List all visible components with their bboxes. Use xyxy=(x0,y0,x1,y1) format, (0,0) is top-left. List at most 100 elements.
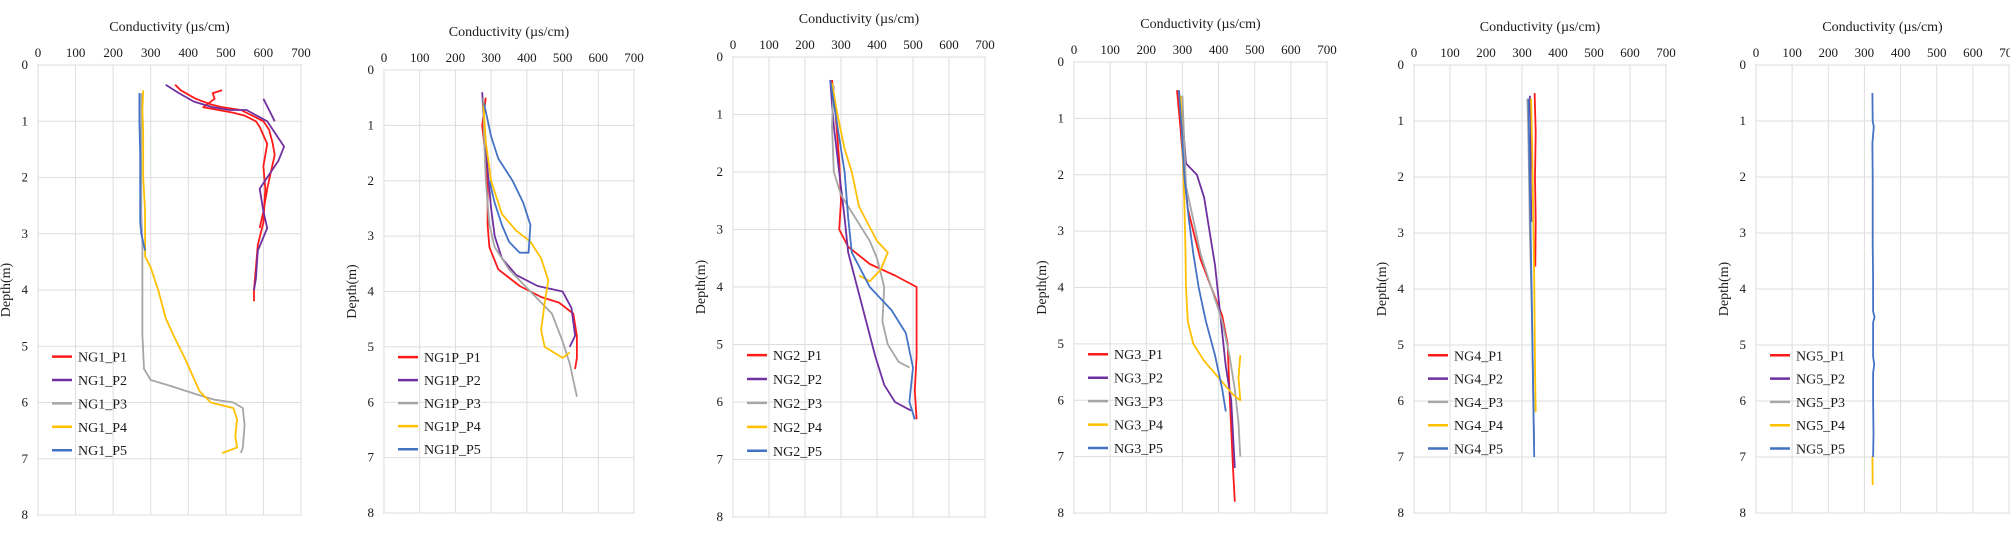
x-tick-label: 700 xyxy=(1656,45,1676,60)
y-tick-label: 1 xyxy=(1398,113,1405,128)
chart-panel-6: 0100200300400500600700012345678Conductiv… xyxy=(1717,20,2010,520)
x-tick-label: 400 xyxy=(517,50,537,65)
legend-label: NG1_P1 xyxy=(78,351,127,366)
y-tick-label: 4 xyxy=(22,282,29,297)
y-tick-label: 0 xyxy=(1398,57,1405,72)
y-tick-label: 5 xyxy=(1740,337,1747,352)
x-tick-label: 500 xyxy=(553,50,573,65)
legend-label: NG5_P3 xyxy=(1796,396,1845,411)
x-tick-label: 500 xyxy=(216,45,236,60)
legend-label: NG2_P5 xyxy=(773,445,822,460)
y-tick-label: 1 xyxy=(1058,110,1065,125)
x-tick-label: 100 xyxy=(1440,45,1460,60)
x-axis-title: Conductivity (µs/cm) xyxy=(109,20,230,35)
y-tick-label: 8 xyxy=(1058,505,1065,520)
y-tick-label: 5 xyxy=(22,338,29,353)
y-tick-label: 6 xyxy=(1058,392,1065,407)
y-tick-label: 4 xyxy=(1740,281,1747,296)
y-tick-label: 5 xyxy=(368,339,375,354)
x-tick-label: 400 xyxy=(1209,42,1229,57)
y-tick-label: 8 xyxy=(1398,505,1405,520)
legend-label: NG3_P5 xyxy=(1114,442,1163,457)
y-tick-label: 6 xyxy=(22,395,29,410)
legend-label: NG1P_P2 xyxy=(424,374,481,389)
y-tick-label: 4 xyxy=(368,284,375,299)
y-tick-label: 4 xyxy=(1398,281,1405,296)
x-tick-label: 0 xyxy=(381,50,388,65)
legend-label: NG1_P3 xyxy=(78,397,127,412)
x-axis-title: Conductivity (µs/cm) xyxy=(1822,20,1943,35)
legend-label: NG5_P1 xyxy=(1796,349,1845,364)
legend-label: NG3_P2 xyxy=(1114,372,1163,387)
x-tick-label: 0 xyxy=(1071,42,1078,57)
x-tick-label: 600 xyxy=(1281,42,1301,57)
x-tick-label: 600 xyxy=(589,50,609,65)
y-tick-label: 7 xyxy=(368,450,375,465)
x-tick-label: 500 xyxy=(1927,45,1947,60)
y-tick-label: 2 xyxy=(1740,169,1747,184)
y-tick-label: 0 xyxy=(22,57,29,72)
y-tick-label: 3 xyxy=(1398,225,1405,240)
x-tick-label: 700 xyxy=(291,45,311,60)
y-tick-label: 0 xyxy=(717,49,724,64)
y-tick-label: 7 xyxy=(22,451,29,466)
x-tick-label: 200 xyxy=(1819,45,1839,60)
legend-label: NG5_P2 xyxy=(1796,373,1845,388)
y-tick-label: 3 xyxy=(717,222,724,237)
x-tick-label: 200 xyxy=(446,50,466,65)
y-tick-label: 0 xyxy=(1058,54,1065,69)
legend-label: NG3_P3 xyxy=(1114,395,1163,410)
y-tick-label: 1 xyxy=(1740,113,1747,128)
y-tick-label: 7 xyxy=(1398,449,1405,464)
y-tick-label: 6 xyxy=(1398,393,1405,408)
x-tick-label: 200 xyxy=(1476,45,1496,60)
y-tick-label: 7 xyxy=(1058,449,1065,464)
x-tick-label: 100 xyxy=(66,45,86,60)
y-tick-label: 2 xyxy=(1398,169,1405,184)
x-tick-label: 700 xyxy=(1999,45,2010,60)
x-axis-title: Conductivity (µs/cm) xyxy=(799,12,920,27)
y-tick-label: 8 xyxy=(22,507,29,522)
x-tick-label: 0 xyxy=(1753,45,1760,60)
y-tick-label: 1 xyxy=(717,107,724,122)
y-tick-label: 7 xyxy=(1740,449,1747,464)
x-tick-label: 0 xyxy=(730,37,737,52)
legend-label: NG5_P5 xyxy=(1796,442,1845,457)
y-tick-label: 8 xyxy=(368,505,375,520)
y-axis-title: Depth(m) xyxy=(1035,260,1050,315)
y-tick-label: 2 xyxy=(717,164,724,179)
x-tick-label: 700 xyxy=(1317,42,1337,57)
y-tick-label: 2 xyxy=(22,170,29,185)
y-tick-label: 5 xyxy=(1398,337,1405,352)
legend-label: NG2_P3 xyxy=(773,397,822,412)
legend-label: NG4_P4 xyxy=(1454,419,1503,434)
y-tick-label: 3 xyxy=(1058,223,1065,238)
legend-label: NG2_P1 xyxy=(773,349,822,364)
legend-label: NG3_P4 xyxy=(1114,419,1163,434)
y-tick-label: 6 xyxy=(1740,393,1747,408)
legend-label: NG4_P2 xyxy=(1454,373,1503,388)
y-tick-label: 2 xyxy=(1058,167,1065,182)
legend-label: NG1P_P4 xyxy=(424,420,481,435)
x-tick-label: 400 xyxy=(179,45,199,60)
y-tick-label: 3 xyxy=(1740,225,1747,240)
x-tick-label: 600 xyxy=(1620,45,1640,60)
x-tick-label: 400 xyxy=(1548,45,1568,60)
y-axis-title: Depth(m) xyxy=(1717,261,1732,316)
legend-label: NG4_P3 xyxy=(1454,396,1503,411)
legend-label: NG4_P1 xyxy=(1454,349,1503,364)
x-tick-label: 500 xyxy=(1584,45,1604,60)
x-tick-label: 300 xyxy=(481,50,501,65)
y-axis-title: Depth(m) xyxy=(0,262,14,317)
x-tick-label: 600 xyxy=(939,37,959,52)
legend-label: NG1P_P5 xyxy=(424,443,481,458)
x-tick-label: 700 xyxy=(624,50,644,65)
y-tick-label: 0 xyxy=(1740,57,1747,72)
y-tick-label: 6 xyxy=(717,394,724,409)
x-axis-title: Conductivity (µs/cm) xyxy=(1480,20,1601,35)
